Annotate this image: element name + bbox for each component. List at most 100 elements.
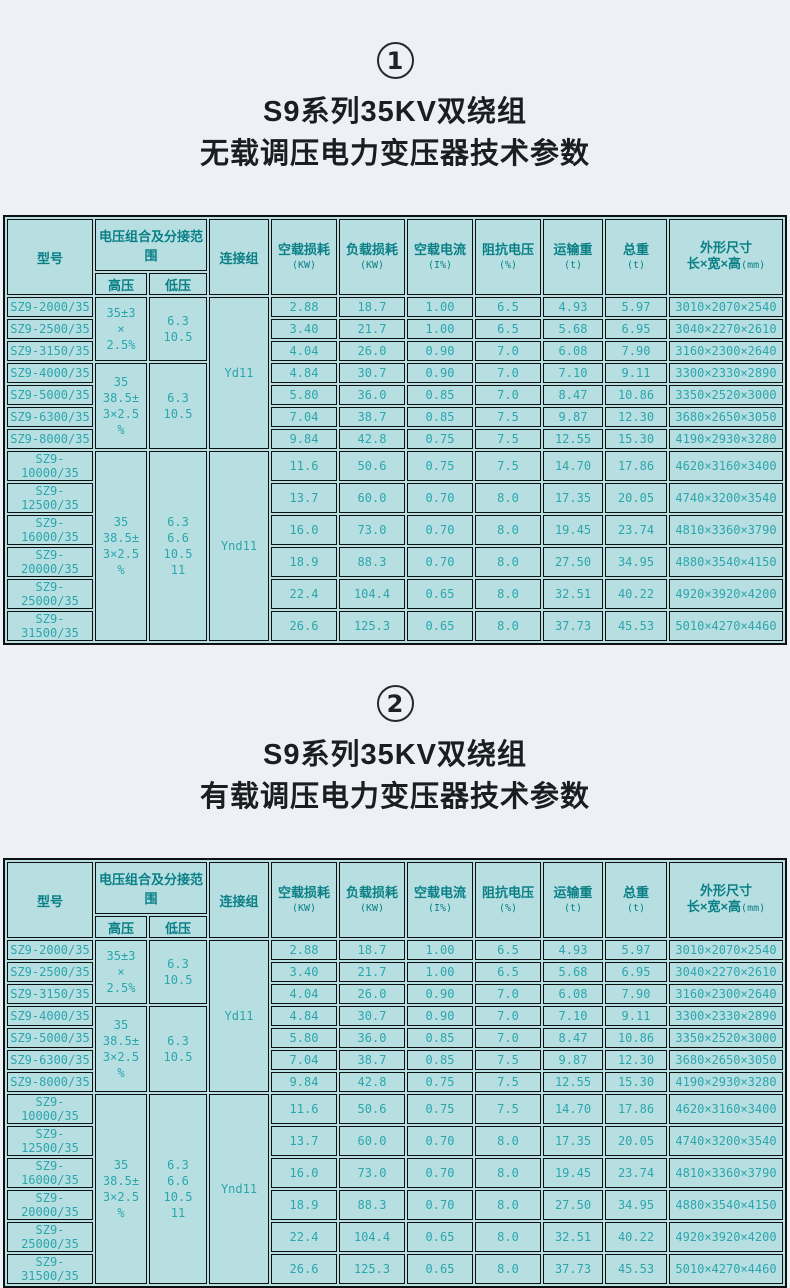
transport-weight-cell: 7.10 [543, 363, 603, 383]
impedance-voltage-cell: 7.5 [475, 1094, 541, 1124]
noload-current-cell: 0.65 [407, 1222, 473, 1252]
noload-loss-cell: 22.4 [271, 1222, 337, 1252]
section-1-badge-wrap: 1 [0, 42, 790, 79]
load-loss-cell: 42.8 [339, 429, 405, 449]
dimensions-cell: 4920×3920×4200 [669, 579, 783, 609]
header-row: 型号 电压组合及分接范围 连接组 空载损耗 (KW) 负载损耗 (KW) 空载电流 (I%) 阻抗… [6, 219, 783, 295]
impedance-voltage-cell: 8.0 [475, 547, 541, 577]
impedance-voltage-cell: 7.0 [475, 984, 541, 1004]
col-header-model: 型号 [6, 862, 93, 938]
impedance-voltage-cell: 8.0 [475, 1126, 541, 1156]
total-weight-cell: 15.30 [605, 429, 667, 449]
dimensions-cell: 3350×2520×3000 [669, 1028, 783, 1048]
impedance-voltage-cell: 8.0 [475, 515, 541, 545]
transport-weight-cell: 9.87 [543, 407, 603, 427]
col-header-label: 阻抗电压 [481, 885, 534, 900]
hv-range-line: % [117, 423, 125, 437]
hv-range-line: 38.5± [102, 531, 140, 545]
connection-group-cell: Ynd11 [209, 451, 269, 641]
col-header-unit: (t) [563, 260, 583, 271]
total-weight-cell: 9.11 [605, 363, 667, 383]
noload-loss-cell: 7.04 [271, 1050, 337, 1070]
col-header-lv: 低压 [148, 273, 207, 295]
load-loss-cell: 60.0 [339, 1126, 405, 1156]
impedance-voltage-cell: 7.5 [475, 1072, 541, 1092]
model-cell: SZ9-12500/35 [6, 1126, 93, 1156]
model-cell: SZ9-12500/35 [6, 483, 93, 513]
col-header-lv: 低压 [148, 916, 207, 938]
total-weight-cell: 40.22 [605, 1222, 667, 1252]
transport-weight-cell: 6.08 [543, 984, 603, 1004]
model-cell: SZ9-4000/35 [6, 363, 93, 383]
load-loss-cell: 88.3 [339, 547, 405, 577]
col-header-label: 运输重 [553, 885, 593, 900]
total-weight-cell: 9.11 [605, 1006, 667, 1026]
transport-weight-cell: 5.68 [543, 962, 603, 982]
model-cell: SZ9-6300/35 [6, 407, 93, 427]
noload-current-cell: 0.90 [407, 363, 473, 383]
noload-loss-cell: 13.7 [271, 1126, 337, 1156]
dimensions-cell: 4190×2930×3280 [669, 1072, 783, 1092]
model-cell: SZ9-20000/35 [6, 547, 93, 577]
connection-group-cell: Yd11 [209, 297, 269, 449]
noload-loss-cell: 11.6 [271, 451, 337, 481]
noload-current-cell: 0.90 [407, 341, 473, 361]
total-weight-cell: 23.74 [605, 515, 667, 545]
hv-range-cell: 35 38.5± 3×2.5% [94, 363, 147, 449]
transport-weight-cell: 6.08 [543, 341, 603, 361]
lv-range-line: 11 [170, 563, 186, 577]
col-header-total-weight: 总重 (t) [605, 862, 667, 938]
transport-weight-cell: 9.87 [543, 1050, 603, 1070]
hv-range-line: % [117, 563, 125, 577]
table-row: SZ9-16000/35 16.0 73.0 0.70 8.0 19.45 23.74 481… [6, 1158, 783, 1188]
connection-group-cell: Yd11 [209, 940, 269, 1092]
dimensions-cell: 4810×3360×3790 [669, 1158, 783, 1188]
noload-current-cell: 0.70 [407, 515, 473, 545]
total-weight-cell: 15.30 [605, 1072, 667, 1092]
table-row: SZ9-12500/35 13.7 60.0 0.70 8.0 17.35 20.05 474… [6, 483, 783, 513]
col-header-subline: 长×宽×高(mm) [670, 899, 782, 917]
col-header-impedance-voltage: 阻抗电压 (%) [475, 219, 541, 295]
transport-weight-cell: 8.47 [543, 1028, 603, 1048]
col-header-unit: (KW) [359, 260, 385, 271]
section-title-line: S9系列35KV双绕组 [262, 739, 527, 771]
lv-range-line: 6.6 [167, 1174, 189, 1188]
model-cell: SZ9-2000/35 [6, 940, 93, 960]
col-header-unit: (KW) [291, 903, 317, 914]
section-2-badge-wrap: 2 [0, 685, 790, 722]
hv-range-line: × [117, 965, 125, 979]
noload-loss-cell: 4.84 [271, 363, 337, 383]
hv-range-line: % [117, 1206, 125, 1220]
table-row: SZ9-8000/35 9.84 42.8 0.75 7.5 12.55 15.30 4190… [6, 429, 783, 449]
total-weight-cell: 20.05 [605, 483, 667, 513]
load-loss-cell: 125.3 [339, 1254, 405, 1284]
hv-range-cell: 35 38.5± 3×2.5% [94, 1006, 147, 1092]
noload-current-cell: 0.65 [407, 579, 473, 609]
load-loss-cell: 73.0 [339, 1158, 405, 1188]
load-loss-cell: 104.4 [339, 579, 405, 609]
impedance-voltage-cell: 6.5 [475, 319, 541, 339]
lv-range-cell: 6.3 6.6 10.5 11 [148, 1094, 207, 1284]
section-1: 1 S9系列35KV双绕组 无载调压电力变压器技术参数 型号 电压组合及分接范围连… [0, 42, 790, 645]
impedance-voltage-cell: 8.0 [475, 1190, 541, 1220]
lv-range-cell: 6.3 10.5 [148, 297, 207, 361]
transformer-spec-table-2: 型号 电压组合及分接范围 连接组 空载损耗 (KW) 负载损耗 (KW) 空载电流 (I%) 阻抗… [2, 858, 787, 1288]
noload-current-cell: 0.75 [407, 451, 473, 481]
col-header-dimensions: 外形尺寸 长×宽×高(mm) [669, 219, 783, 295]
total-weight-cell: 45.53 [605, 1254, 667, 1284]
header-row: 型号 电压组合及分接范围 连接组 空载损耗 (KW) 负载损耗 (KW) 空载电流 (I%) 阻抗… [6, 862, 783, 938]
impedance-voltage-cell: 7.0 [475, 363, 541, 383]
table-row: SZ9-5000/35 5.80 36.0 0.85 7.0 8.47 10.86 3350×… [6, 385, 783, 405]
section-number-badge: 1 [376, 42, 414, 79]
col-header-noload-current: 空载电流 (I%) [407, 219, 473, 295]
noload-current-cell: 0.85 [407, 385, 473, 405]
table-row: SZ9-16000/35 16.0 73.0 0.70 8.0 19.45 23.74 481… [6, 515, 783, 545]
load-loss-cell: 26.0 [339, 984, 405, 1004]
col-header-unit: (t) [563, 903, 583, 914]
model-cell: SZ9-31500/35 [6, 1254, 93, 1284]
load-loss-cell: 21.7 [339, 319, 405, 339]
connection-group-cell: Ynd11 [209, 1094, 269, 1284]
section-title-line: S9系列35KV双绕组 [262, 96, 527, 128]
total-weight-cell: 45.53 [605, 611, 667, 641]
transport-weight-cell: 27.50 [543, 547, 603, 577]
